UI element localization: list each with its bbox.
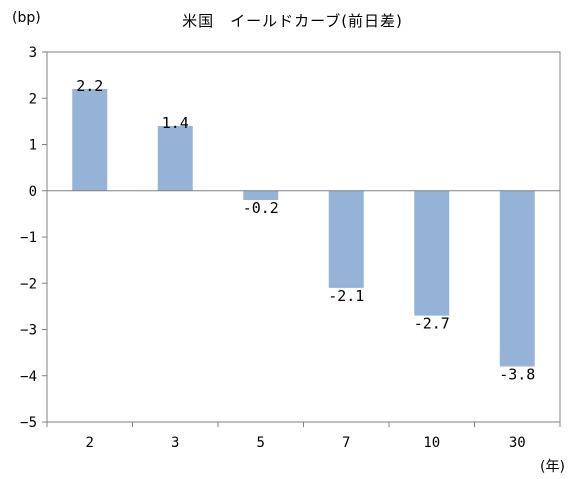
plot-area-frame bbox=[46, 51, 561, 423]
y-axis-unit-label: (bp) bbox=[12, 10, 41, 26]
y-tick-label: 2 bbox=[29, 91, 37, 107]
data-label: -0.2 bbox=[243, 199, 279, 217]
y-tick-label: 1 bbox=[29, 138, 37, 154]
data-label: 1.4 bbox=[162, 114, 189, 132]
data-label: -3.8 bbox=[499, 366, 535, 384]
chart-title: 米国 イールドカーブ(前日差) bbox=[182, 12, 403, 30]
x-tick-label: 10 bbox=[423, 435, 440, 451]
x-tick-label: 7 bbox=[342, 435, 350, 451]
data-label: -2.7 bbox=[414, 315, 450, 333]
bar bbox=[72, 89, 108, 191]
y-tick-label: −5 bbox=[20, 415, 37, 431]
y-tick-label: −1 bbox=[20, 230, 37, 246]
data-label: 2.2 bbox=[76, 77, 103, 95]
bar bbox=[243, 190, 279, 200]
x-tick-label: 2 bbox=[86, 435, 94, 451]
bar bbox=[157, 126, 193, 191]
y-tick-label: 3 bbox=[29, 45, 37, 61]
bar bbox=[414, 190, 450, 316]
bar bbox=[499, 190, 535, 367]
x-axis-unit-label: (年) bbox=[540, 459, 565, 475]
y-tick-label: −4 bbox=[20, 369, 37, 385]
y-tick-label: −3 bbox=[20, 323, 37, 339]
bar bbox=[328, 190, 364, 288]
x-tick-label: 5 bbox=[257, 435, 265, 451]
x-tick-label: 30 bbox=[509, 435, 526, 451]
y-tick-label: −2 bbox=[20, 276, 37, 292]
x-tick-label: 3 bbox=[171, 435, 179, 451]
y-tick-label: 0 bbox=[29, 184, 37, 200]
data-label: -2.1 bbox=[328, 287, 364, 305]
